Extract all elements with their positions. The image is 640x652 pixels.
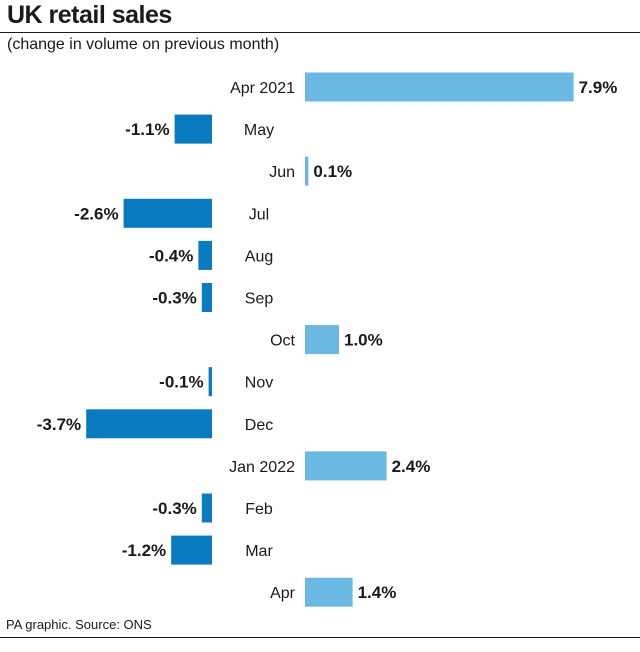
bar-1 bbox=[305, 72, 574, 102]
chart-subtitle: (change in volume on previous month) bbox=[7, 36, 280, 53]
category-label-11: Feb bbox=[245, 501, 273, 518]
bar-2 bbox=[174, 114, 212, 144]
category-label-13: Apr bbox=[270, 585, 296, 602]
chart-title: UK retail sales bbox=[7, 1, 172, 29]
value-label-5: -0.4% bbox=[149, 246, 193, 265]
bar-9 bbox=[86, 409, 212, 439]
value-label-13: 1.4% bbox=[358, 583, 397, 602]
value-label-3: 0.1% bbox=[313, 162, 352, 181]
value-label-9: -3.7% bbox=[37, 415, 81, 434]
value-label-2: -1.1% bbox=[125, 120, 169, 139]
bar-7 bbox=[305, 325, 339, 355]
value-label-6: -0.3% bbox=[152, 289, 196, 308]
category-label-12: Mar bbox=[245, 543, 273, 560]
category-label-4: Jul bbox=[249, 206, 269, 223]
value-label-12: -1.2% bbox=[122, 541, 166, 560]
bar-11 bbox=[201, 493, 212, 523]
bar-10 bbox=[305, 451, 387, 481]
category-label-5: Aug bbox=[245, 248, 273, 265]
bar-3 bbox=[305, 156, 309, 186]
category-label-2: May bbox=[244, 122, 274, 139]
category-label-10: Jan 2022 bbox=[229, 459, 295, 476]
value-label-10: 2.4% bbox=[392, 457, 431, 476]
category-label-8: Nov bbox=[245, 375, 273, 392]
bottom-rule bbox=[0, 637, 640, 638]
bar-13 bbox=[305, 577, 353, 607]
value-label-1: 7.9% bbox=[579, 78, 618, 97]
value-label-7: 1.0% bbox=[344, 331, 383, 350]
value-label-8: -0.1% bbox=[159, 373, 203, 392]
category-label-3: Jun bbox=[269, 164, 295, 181]
category-label-6: Sep bbox=[245, 291, 274, 308]
category-label-9: Dec bbox=[245, 417, 273, 434]
value-label-11: -0.3% bbox=[152, 499, 196, 518]
title-rule bbox=[0, 32, 640, 33]
bar-5 bbox=[198, 240, 212, 270]
source-note: PA graphic. Source: ONS bbox=[6, 617, 152, 632]
category-label-1: Apr 2021 bbox=[230, 80, 295, 97]
bar-4 bbox=[123, 198, 212, 228]
bar-12 bbox=[171, 535, 212, 565]
category-label-7: Oct bbox=[270, 333, 295, 350]
bar-8 bbox=[208, 367, 212, 397]
bar-6 bbox=[201, 283, 212, 312]
value-label-4: -2.6% bbox=[74, 204, 118, 223]
